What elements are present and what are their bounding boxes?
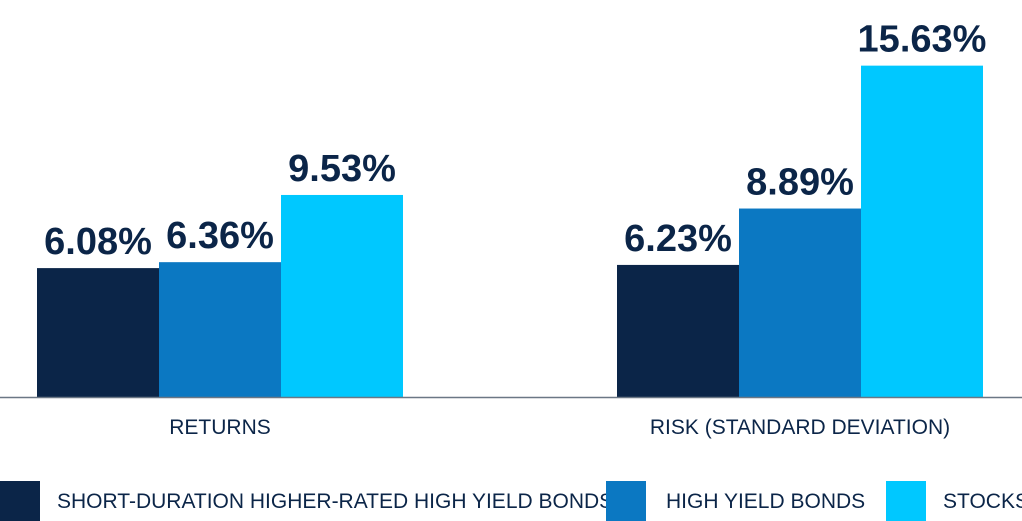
category-label: RISK (STANDARD DEVIATION) [650,416,950,439]
legend-swatch [0,481,40,521]
legend: SHORT-DURATION HIGHER-RATED HIGH YIELD B… [0,481,1022,521]
bar-returns-series-1 [37,268,159,397]
legend-swatch [606,481,646,521]
bar-risk-series-3 [861,65,983,398]
bars-group [37,65,983,398]
bar-risk-series-1 [617,264,739,397]
category-label: RETURNS [169,416,271,439]
legend-label: SHORT-DURATION HIGHER-RATED HIGH YIELD B… [57,490,613,513]
value-label: 15.63% [858,19,987,61]
value-label: 8.89% [746,162,854,204]
value-label: 9.53% [288,148,396,190]
legend-swatch [886,481,926,521]
legend-label: STOCKS [943,490,1022,513]
value-label: 6.36% [166,215,274,257]
legend-label: HIGH YIELD BONDS [666,490,865,513]
category-labels-group: RETURNS RISK (STANDARD DEVIATION) [169,416,950,439]
bar-risk-series-2 [739,208,861,397]
bar-returns-series-3 [281,194,403,397]
bar-returns-series-2 [159,262,281,397]
value-label: 6.23% [624,218,732,260]
value-labels-group: 6.08% 6.36% 9.53% 6.23% 8.89% 15.63% [44,19,986,263]
value-label: 6.08% [44,221,152,263]
